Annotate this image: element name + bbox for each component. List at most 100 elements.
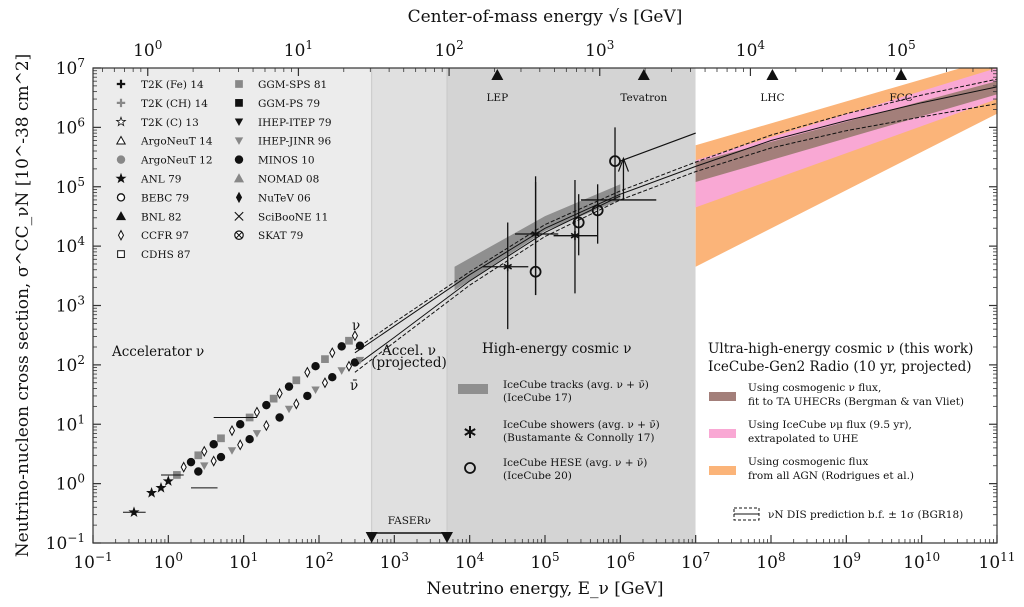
accelerator-nubar-point <box>350 358 360 367</box>
accelerator-nu-point <box>146 487 158 498</box>
y-tick-label: 103 <box>56 294 85 317</box>
legends: T2K (Fe) 14 T2K (CH) 14 T2K (C) 13 ArgoNeuT… <box>115 79 973 521</box>
uhe-legend-swatch <box>709 392 736 401</box>
region-2 <box>446 68 696 543</box>
top-axis-title: Center-of-mass energy √s [GeV] <box>408 7 683 27</box>
region-1 <box>371 68 447 543</box>
accelerator-nu-point <box>194 451 203 460</box>
uhe-band-2 <box>695 81 997 183</box>
uhe-legend-swatch <box>709 429 736 438</box>
uhe-legend-label: Using cosmogenic ν flux, <box>748 382 881 394</box>
collider-marker-tevatron <box>637 69 650 80</box>
icecube-hese-point <box>609 155 621 168</box>
legend-label: BEBC 79 <box>141 192 189 204</box>
x-tick-label: 105 <box>530 550 559 573</box>
legend-marker <box>115 172 127 184</box>
legend-marker <box>235 99 243 107</box>
accelerator-nu-point <box>262 400 271 410</box>
top-tick-label: 100 <box>133 38 162 61</box>
y-tick-label: 107 <box>56 56 85 79</box>
legend-label: GGM-SPS 81 <box>258 79 327 91</box>
accelerator-nubar-point <box>311 386 320 395</box>
accelerator-nubar-point <box>237 439 244 451</box>
y-axis-title: Neutrino-nucleon cross section, σ^CC_νN … <box>13 54 33 558</box>
faser-marker-right <box>440 532 453 543</box>
legend-ref-tracks: (IceCube 17) <box>503 392 572 404</box>
legend-marker-hese <box>464 462 476 474</box>
legend-marker <box>233 173 245 183</box>
hese-extrapolation-line <box>620 132 696 162</box>
x-tick-label: 104 <box>455 550 485 573</box>
x-tick-label: 108 <box>756 550 785 573</box>
legend-marker <box>234 118 244 126</box>
y-tick-label: 100 <box>56 472 85 495</box>
accelerator-nu-point <box>180 461 187 473</box>
legend-label: MINOS 10 <box>258 155 315 167</box>
collider-marker-lep <box>491 69 504 80</box>
top-tick-label: 104 <box>736 38 766 61</box>
legend-marker <box>116 98 126 108</box>
axes: 10−1 100 101 102 103 104 105 106 107 108 109 1010 10… <box>13 7 1015 599</box>
legend-label: BNL 82 <box>141 211 182 223</box>
accelerator-nu-point <box>292 376 301 385</box>
nubar-curve-label: ν̄ <box>350 378 358 394</box>
x-tick-label: 100 <box>154 550 183 573</box>
legend-marker <box>117 229 125 241</box>
legend-label: ArgoNeuT 14 <box>140 136 213 148</box>
uhe-legend-swatch <box>709 466 736 475</box>
accelerator-nubar-point <box>275 413 284 422</box>
accelerator-nu-point <box>162 475 174 486</box>
accelerator-nubar-point <box>194 467 203 476</box>
accelerator-nu-point <box>253 406 261 418</box>
legend-ref-showers: (Bustamante & Connolly 17) <box>503 432 655 444</box>
icecube-shower-point <box>570 231 580 241</box>
uhe-legend-subheader: IceCube-Gen2 Radio (10 yr, projected) <box>708 359 972 375</box>
accelerator-nu-point <box>228 424 236 437</box>
accelerator-nu-point <box>311 361 320 371</box>
accelerator-nu-point <box>304 366 311 378</box>
legend-swatch-tracks <box>458 384 488 394</box>
accelerator-nu-point <box>235 420 245 429</box>
accelerator-nu-point <box>201 445 208 457</box>
y-tick-label: 106 <box>56 115 85 138</box>
faser-marker-left <box>365 532 378 543</box>
legend-marker <box>235 191 243 204</box>
legend-label: SKAT 79 <box>258 230 303 242</box>
uhe-legend-label: Using cosmogenic flux <box>748 456 868 468</box>
legend-label: T2K (C) 13 <box>141 117 199 129</box>
x-tick-label: 1010 <box>903 550 940 573</box>
legend-marker-showers <box>464 426 476 438</box>
accelerator-nubar-point <box>303 391 312 401</box>
legend-label: NuTeV 06 <box>258 192 311 204</box>
accelerator-nubar-point <box>345 360 353 372</box>
accelerator-nubar-point <box>328 372 337 382</box>
accelerator-nu-point <box>329 347 336 359</box>
accelerator-nubar-point <box>355 356 365 365</box>
y-tick-label: 104 <box>56 234 86 257</box>
legend-marker <box>115 211 127 221</box>
icecube-hese-point <box>572 216 585 229</box>
accelerator-nu-point <box>217 434 225 443</box>
legend-label: GGM-PS 79 <box>258 98 320 110</box>
accelerator-nubar-point <box>321 377 329 389</box>
legend-label: CCFR 97 <box>141 230 189 242</box>
legend-label: IHEP-JINR 96 <box>258 136 331 148</box>
legend-label-showers: IceCube showers (avg. ν + ν̄) <box>503 419 660 431</box>
data-points <box>122 127 657 517</box>
y-tick-label: 102 <box>56 353 85 376</box>
legend-label: ANL 79 <box>140 174 181 186</box>
legend-marker <box>116 79 126 89</box>
accelerator-nubar-point <box>284 405 294 414</box>
x-tick-label: 109 <box>832 550 861 573</box>
legend-label: T2K (Fe) 14 <box>141 79 204 91</box>
accelerator-nubar-point <box>252 430 262 438</box>
x-tick-label: 1011 <box>979 550 1016 573</box>
accelerator-nu-point <box>284 382 294 391</box>
accelerator-nubar-point <box>245 434 254 444</box>
top-tick-label: 105 <box>886 38 915 61</box>
x-tick-label: 103 <box>380 550 409 573</box>
legend-label: NOMAD 08 <box>258 174 319 186</box>
accelerator-nu-point <box>186 457 196 467</box>
bgr18-curves <box>354 78 997 373</box>
